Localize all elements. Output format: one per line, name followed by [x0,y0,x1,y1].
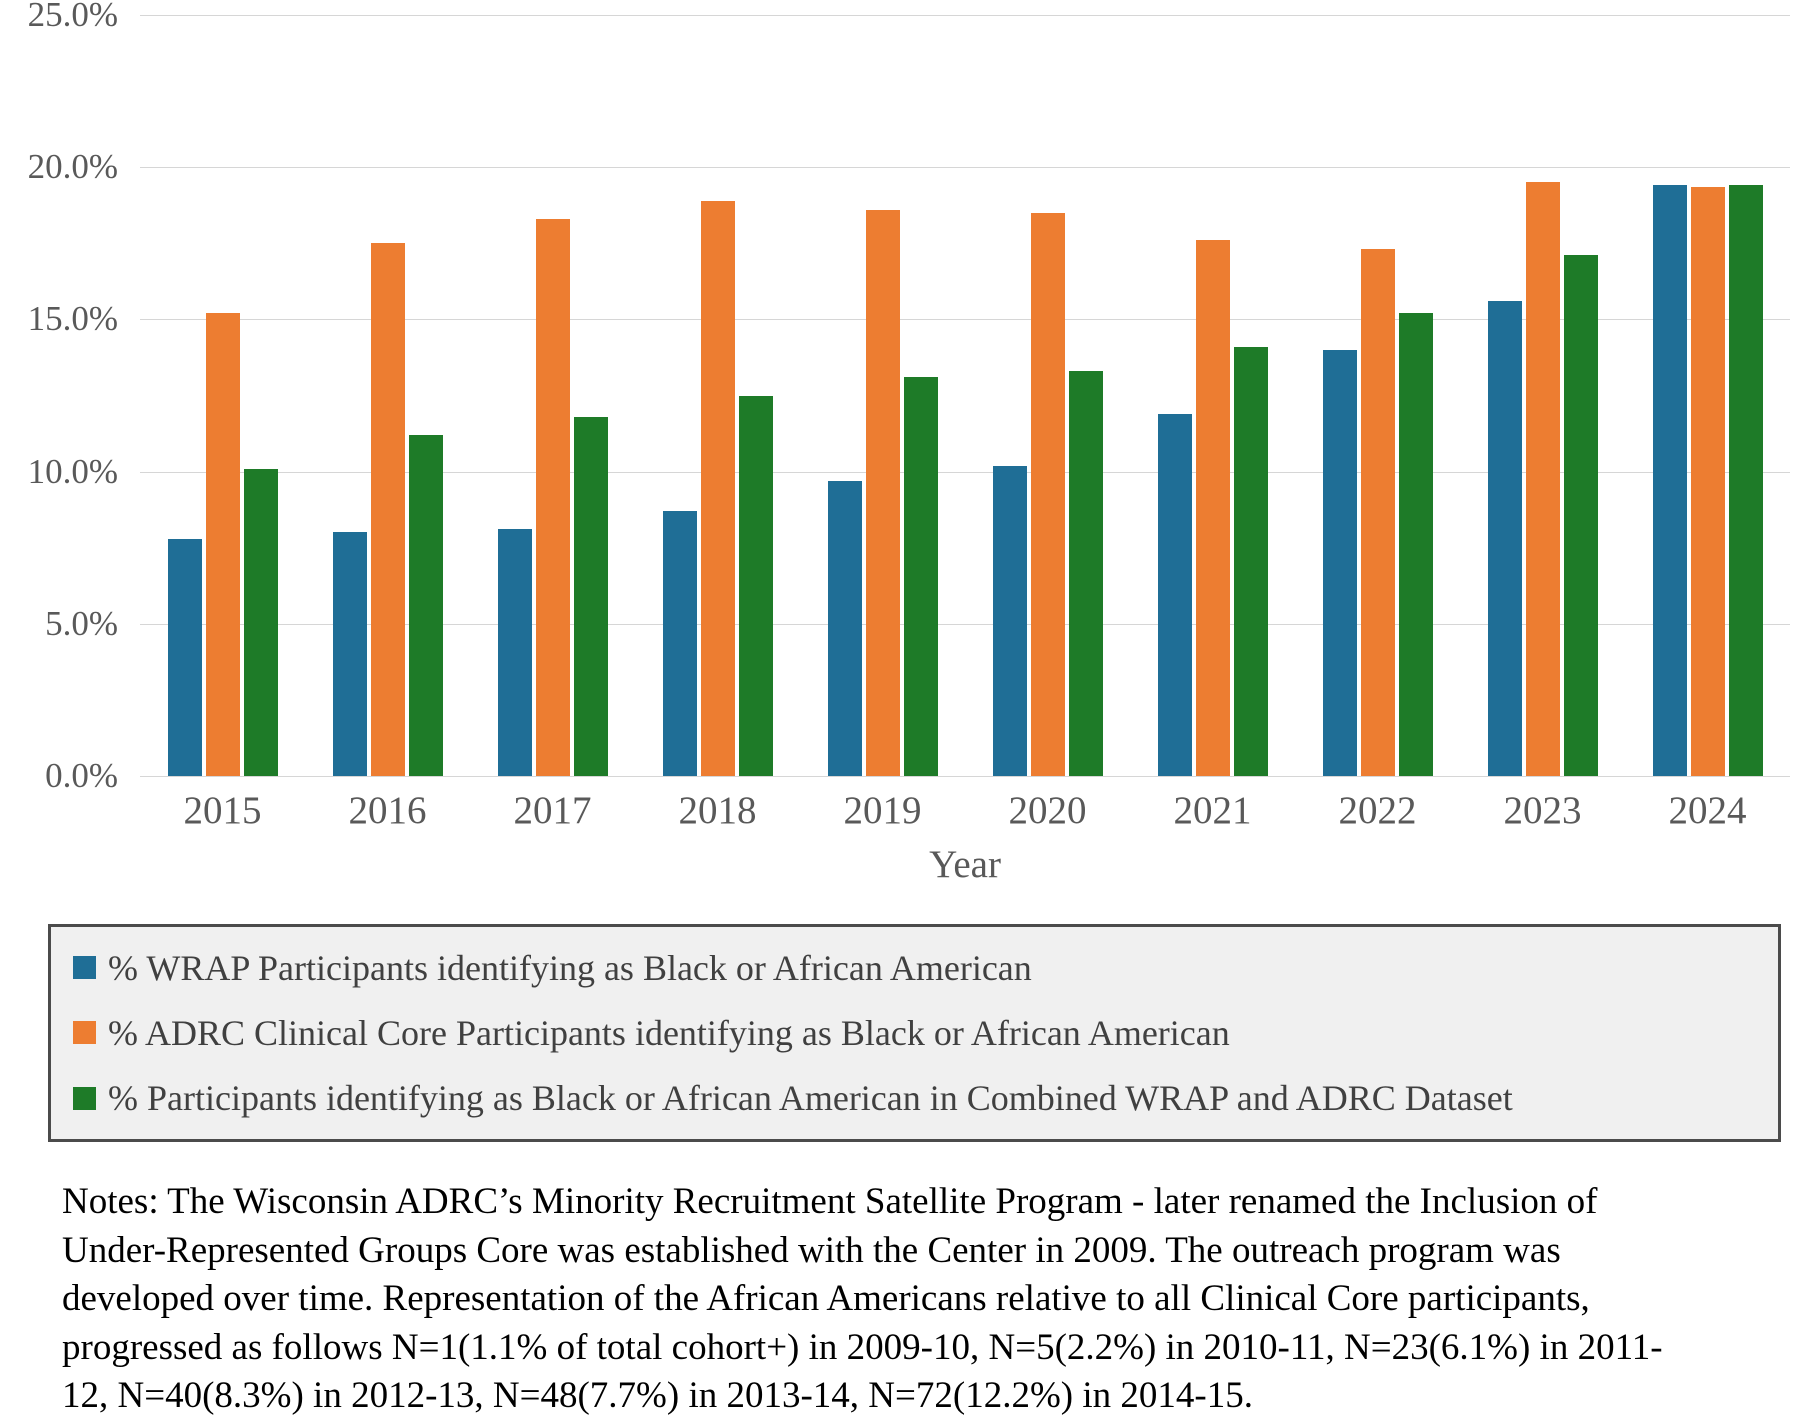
legend-swatch-icon [73,1021,96,1045]
x-tick-label: 2016 [348,789,427,832]
x-tick-label: 2019 [843,789,922,832]
bar [1360,249,1395,776]
bar-group-2017 [470,0,635,776]
bar [865,209,900,776]
bar-group-2019 [800,0,965,776]
bar [1322,349,1357,776]
bar [1030,212,1065,776]
bar [332,532,367,776]
bar [700,200,735,776]
gridline-15.0% [140,319,1790,321]
bar-group-2021 [1130,0,1295,776]
legend-item: % WRAP Participants identifying as Black… [73,947,1778,989]
bar-group-2024 [1625,0,1790,776]
notes-line: developed over time. Representation of t… [62,1278,1590,1319]
bar-group-2015 [140,0,305,776]
notes-line: Under-Represented Groups Core was establ… [62,1229,1561,1271]
x-tick-label: 2018 [678,789,757,832]
bar-group-2020 [965,0,1130,776]
gridline-0.0% [140,776,1790,777]
legend-label: % Participants identifying as Black or A… [108,1078,1513,1119]
x-tick-label: 2020 [1008,789,1087,832]
bar [205,313,240,776]
bar [827,480,862,776]
y-tick-label: 5.0% [45,603,118,643]
x-tick-label: 2015 [183,789,262,832]
bar [497,529,532,776]
bar [573,416,608,776]
y-tick-label: 0.0% [45,756,118,795]
y-tick-label: 10.0% [27,451,118,491]
x-tick-label: 2024 [1668,789,1747,832]
x-tick-label: 2022 [1338,789,1417,832]
bar-group-2016 [305,0,470,776]
notes-line: 12, N=40(8.3%) in 2012-13, N=48(7.7%) in… [62,1375,1253,1416]
bar [1068,371,1103,776]
legend-box: % WRAP Participants identifying as Black… [48,924,1781,1142]
bar [1563,255,1598,776]
bar [167,538,202,776]
bar [992,465,1027,776]
bar [1195,240,1230,776]
bar [1157,413,1192,776]
gridline-20.0% [140,167,1790,169]
bar [1398,313,1433,776]
y-tick-label: 25.0% [27,0,118,34]
x-axis-tick-labels: 2015 2016 2017 2018 2019 2020 2021 2022 2023 2024 [140,788,1790,833]
legend-swatch-icon [73,1086,96,1110]
y-tick-label: 15.0% [27,299,118,339]
gridline-10.0% [140,471,1790,473]
y-tick-label: 20.0% [27,147,118,187]
legend-item: % Participants identifying as Black or A… [73,1077,1778,1119]
gridline-5.0% [140,623,1790,625]
bar [1233,346,1268,776]
legend-label: % WRAP Participants identifying as Black… [108,947,1032,988]
x-tick-label: 2023 [1503,789,1582,832]
bar [535,218,570,776]
bar [903,377,938,776]
bar [1487,301,1522,776]
bar-group-2018 [635,0,800,776]
bar [1690,187,1725,776]
bar [243,468,278,776]
bar [1525,182,1560,776]
x-tick-label: 2021 [1173,789,1252,832]
bar-chart-plot-area: 0.0% 5.0% 10.0% 15.0% 20.0% 25.0% [27,0,1790,795]
gridline-25.0% [140,15,1790,16]
x-tick-label: 2017 [513,789,592,832]
bar-group-2022 [1295,0,1460,776]
bar [662,511,697,776]
bar [738,395,773,776]
bar [1728,185,1763,776]
notes-text: Notes: The Wisconsin ADRC’s Minority Rec… [62,1178,1762,1421]
notes-line: progressed as follows N=1(1.1% of total … [62,1326,1663,1368]
legend-label: % ADRC Clinical Core Participants identi… [108,1012,1230,1053]
bar [408,435,443,776]
legend-item: % ADRC Clinical Core Participants identi… [73,1012,1778,1054]
bar-group-2023 [1460,0,1625,776]
bar [370,243,405,776]
legend-swatch-icon [73,956,96,980]
bar [1652,185,1687,776]
bar-groups [140,0,1790,776]
notes-line: Notes: The Wisconsin ADRC’s Minority Rec… [62,1181,1598,1222]
x-axis-title: Year [929,843,1001,886]
